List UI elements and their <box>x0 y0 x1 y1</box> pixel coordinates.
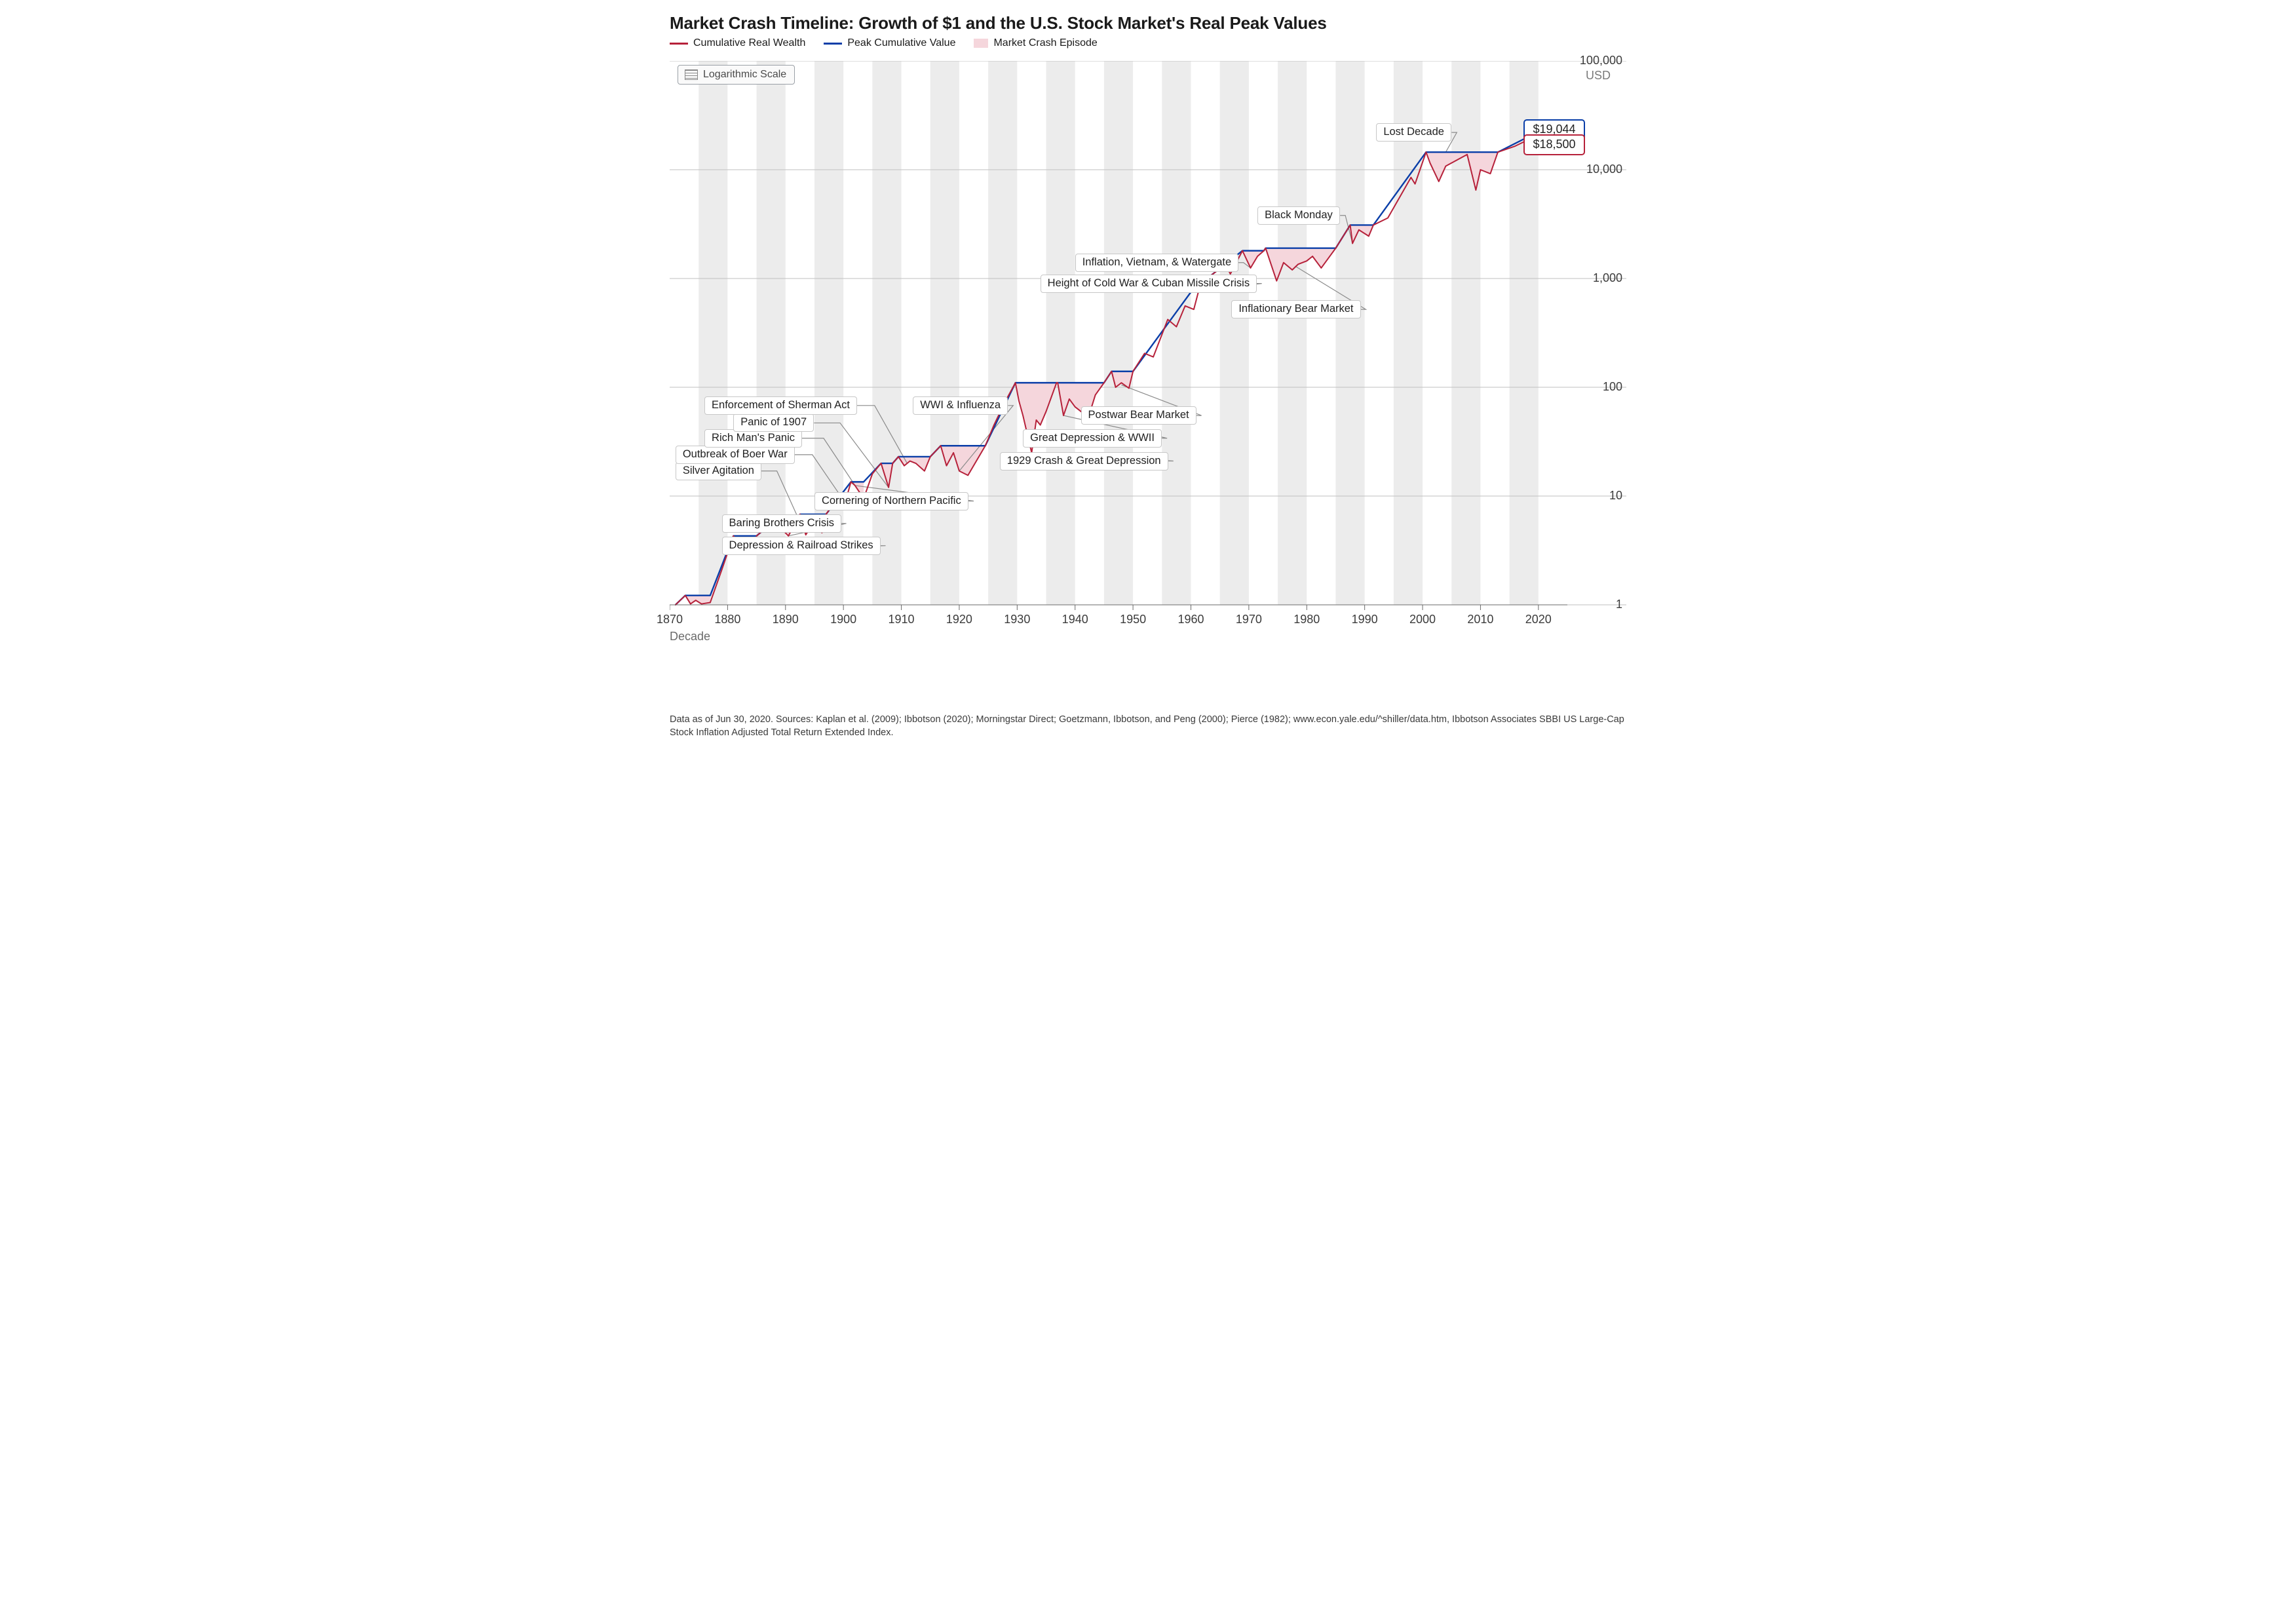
legend-item-real: Cumulative Real Wealth <box>670 37 805 49</box>
event-callout: Inflation, Vietnam, & Watergate <box>1075 254 1238 272</box>
footnote: Data as of Jun 30, 2020. Sources: Kaplan… <box>670 714 1626 739</box>
x-tick-label: 1930 <box>1004 613 1030 626</box>
scale-badge-label: Logarithmic Scale <box>703 69 786 81</box>
y-tick-label: 10 <box>1609 489 1622 503</box>
x-tick-label: 1980 <box>1293 613 1320 626</box>
event-callout: Black Monday <box>1257 206 1340 225</box>
chart-svg <box>670 61 1626 644</box>
event-callout: Postwar Bear Market <box>1081 406 1196 425</box>
x-tick-label: 1920 <box>946 613 972 626</box>
event-callout: Enforcement of Sherman Act <box>704 396 857 415</box>
x-tick-label: 2000 <box>1409 613 1436 626</box>
legend-label-peak: Peak Cumulative Value <box>847 37 955 49</box>
x-tick-label: 1880 <box>714 613 740 626</box>
end-value-real: $18,500 <box>1523 134 1584 155</box>
y-tick-label: 1 <box>1616 598 1622 611</box>
legend: Cumulative Real Wealth Peak Cumulative V… <box>670 37 1626 49</box>
x-tick-label: 1960 <box>1177 613 1204 626</box>
y-axis-unit: USD <box>1586 69 1611 83</box>
scale-badge-icon <box>685 69 698 80</box>
y-tick-label: 10,000 <box>1586 163 1622 176</box>
legend-item-episode: Market Crash Episode <box>974 37 1097 49</box>
x-tick-label: 1900 <box>830 613 856 626</box>
event-callout: WWI & Influenza <box>913 396 1008 415</box>
x-tick-label: 1940 <box>1062 613 1088 626</box>
legend-swatch-real <box>670 43 688 45</box>
y-tick-label: 100 <box>1603 380 1622 394</box>
event-callout: Baring Brothers Crisis <box>722 514 841 533</box>
legend-swatch-episode <box>974 39 988 48</box>
y-tick-label: 100,000 <box>1580 54 1622 67</box>
x-tick-label: 1890 <box>773 613 799 626</box>
event-callout: Lost Decade <box>1376 123 1451 142</box>
scale-badge: Logarithmic Scale <box>678 65 795 85</box>
legend-label-real: Cumulative Real Wealth <box>693 37 805 49</box>
event-callout: Silver Agitation <box>676 462 761 480</box>
y-tick-label: 1,000 <box>1593 271 1622 285</box>
legend-label-episode: Market Crash Episode <box>993 37 1097 49</box>
event-callout: Cornering of Northern Pacific <box>814 492 968 510</box>
x-tick-label: 1910 <box>889 613 915 626</box>
event-callout: Panic of 1907 <box>733 413 814 432</box>
x-tick-label: 2020 <box>1525 613 1552 626</box>
event-callout: Outbreak of Boer War <box>676 446 795 464</box>
event-callout: Great Depression & WWII <box>1023 429 1162 448</box>
event-callout: 1929 Crash & Great Depression <box>1000 452 1168 470</box>
chart-page: Market Crash Timeline: Growth of $1 and … <box>670 13 1626 739</box>
legend-item-peak: Peak Cumulative Value <box>824 37 955 49</box>
event-callout: Inflationary Bear Market <box>1231 300 1360 318</box>
event-callout: Depression & Railroad Strikes <box>722 537 881 555</box>
x-tick-label: 2010 <box>1467 613 1493 626</box>
x-tick-label: 1990 <box>1352 613 1378 626</box>
x-tick-label: 1870 <box>657 613 683 626</box>
x-tick-label: 1950 <box>1120 613 1146 626</box>
x-axis-title: Decade <box>670 630 710 643</box>
legend-swatch-peak <box>824 43 842 45</box>
x-tick-label: 1970 <box>1236 613 1262 626</box>
chart-area: Logarithmic Scale 1101001,00010,000100,0… <box>670 61 1626 690</box>
chart-title: Market Crash Timeline: Growth of $1 and … <box>670 13 1626 33</box>
event-callout: Height of Cold War & Cuban Missile Crisi… <box>1041 275 1257 293</box>
